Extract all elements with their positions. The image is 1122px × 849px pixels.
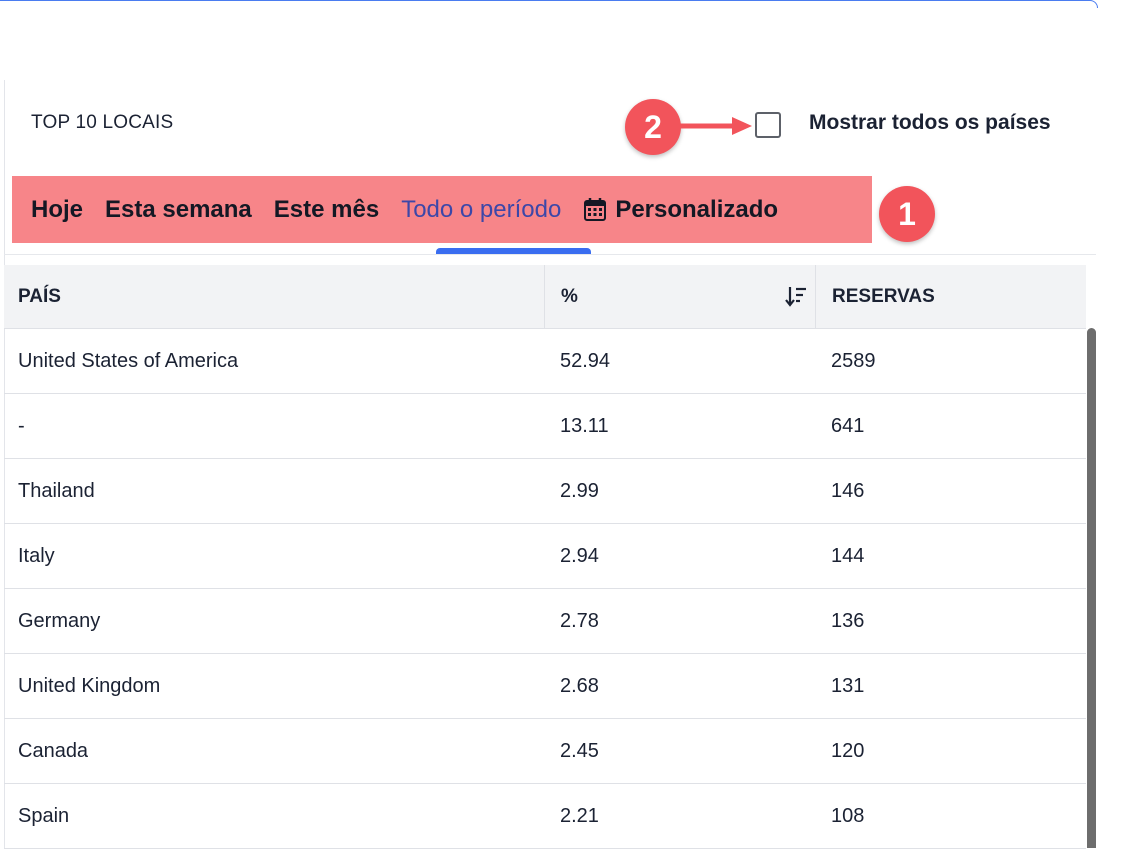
table-row[interactable]: United States of America 52.94 2589 <box>4 329 1086 394</box>
table-row[interactable]: - 13.11 641 <box>4 394 1086 459</box>
cell-bookings: 146 <box>831 479 865 502</box>
table-row[interactable]: Italy 2.94 144 <box>4 524 1086 589</box>
cell-percent: 2.21 <box>560 804 599 827</box>
tabs-divider <box>4 254 1096 255</box>
table-row[interactable]: Germany 2.78 136 <box>4 589 1086 654</box>
cell-percent: 2.45 <box>560 739 599 762</box>
cell-bookings: 641 <box>831 414 865 437</box>
cell-percent: 2.68 <box>560 674 599 697</box>
cell-country: United States of America <box>18 349 239 372</box>
sort-descending-icon[interactable] <box>785 285 807 307</box>
show-all-countries-label[interactable]: Mostrar todos os países <box>809 111 1051 134</box>
table-row[interactable]: Canada 2.45 120 <box>4 719 1086 784</box>
column-header-bookings[interactable]: RESERVAS <box>815 265 1086 328</box>
cell-country: Canada <box>18 739 89 762</box>
column-header-country[interactable]: PAÍS <box>18 285 61 307</box>
cell-bookings: 2589 <box>831 349 876 372</box>
tab-all-time[interactable]: Todo o período <box>401 195 562 223</box>
cell-percent: 52.94 <box>560 349 611 372</box>
active-tab-indicator <box>436 248 591 254</box>
tab-today[interactable]: Hoje <box>31 195 84 223</box>
cell-bookings: 108 <box>831 804 865 827</box>
cell-country: United Kingdom <box>18 674 161 697</box>
table-row[interactable]: United Kingdom 2.68 131 <box>4 654 1086 719</box>
table-row[interactable]: Thailand 2.99 146 <box>4 459 1086 524</box>
cell-country: Germany <box>18 609 101 632</box>
cell-bookings: 144 <box>831 544 865 567</box>
cell-percent: 2.94 <box>560 544 599 567</box>
cell-bookings: 120 <box>831 739 865 762</box>
cell-percent: 2.99 <box>560 479 599 502</box>
show-all-countries-checkbox[interactable] <box>755 112 781 138</box>
annotation-marker-1: 1 <box>879 186 935 242</box>
cell-percent: 2.78 <box>560 609 599 632</box>
cell-bookings: 136 <box>831 609 865 632</box>
annotation-highlight-1 <box>12 176 872 243</box>
calendar-icon <box>583 197 607 222</box>
cell-bookings: 131 <box>831 674 865 697</box>
period-tabs: Hoje Esta semana Este mês Todo o período… <box>31 176 800 243</box>
table-body: United States of America 52.94 2589 - 13.11 6… <box>4 329 1086 849</box>
card-title: TOP 10 LOCAIS <box>31 112 174 133</box>
tab-this-week[interactable]: Esta semana <box>105 195 252 223</box>
cell-country: Thailand <box>18 479 95 502</box>
cell-percent: 13.11 <box>560 414 609 437</box>
annotation-arrow-icon <box>680 117 752 135</box>
table-header: PAÍS % RESERVAS <box>4 265 1086 329</box>
cell-country: Italy <box>18 544 55 567</box>
annotation-marker-2: 2 <box>625 99 681 155</box>
card-top-border <box>0 0 1098 8</box>
card-left-border <box>4 80 5 848</box>
countries-table: PAÍS % RESERVAS United States of America… <box>4 265 1086 849</box>
table-scrollbar[interactable] <box>1087 328 1096 848</box>
column-header-percent[interactable]: % <box>544 265 815 328</box>
tab-this-month[interactable]: Este mês <box>273 195 380 223</box>
table-row[interactable]: Spain 2.21 108 <box>4 784 1086 849</box>
cell-country: Spain <box>18 804 70 827</box>
cell-country: - <box>18 414 25 437</box>
tab-custom[interactable]: Personalizado <box>583 196 778 224</box>
